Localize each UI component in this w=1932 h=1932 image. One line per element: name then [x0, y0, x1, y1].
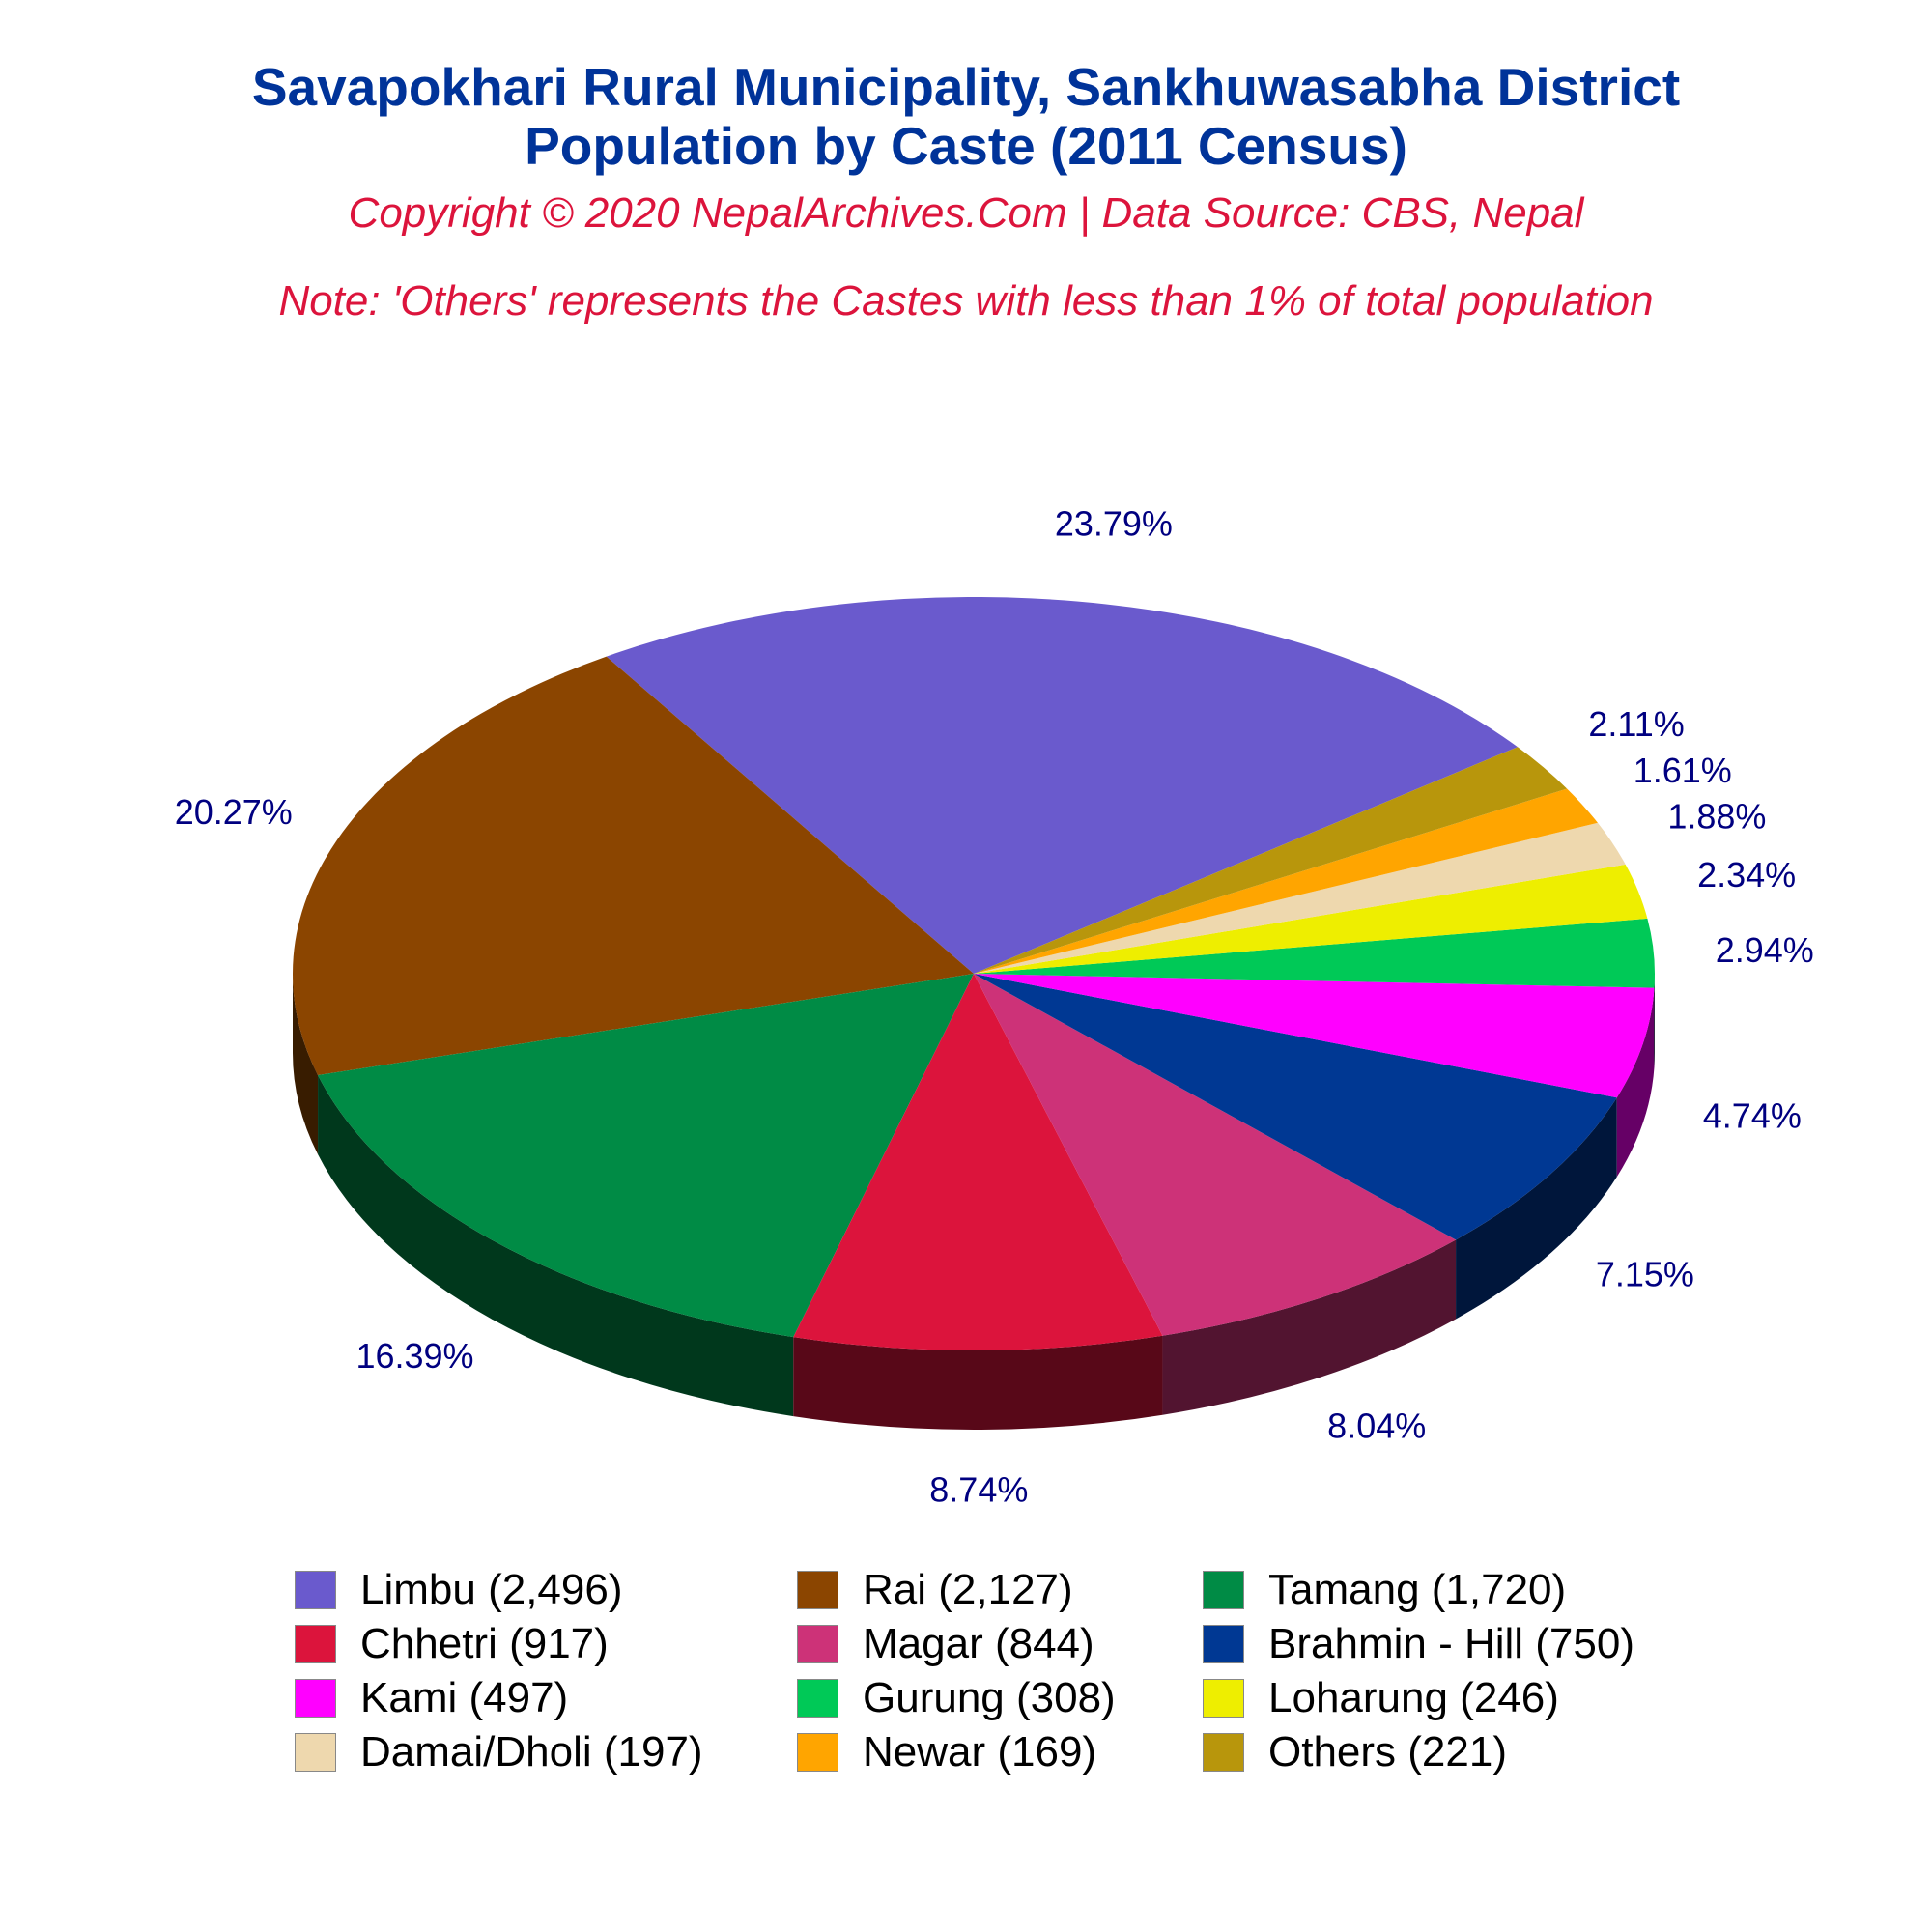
legend-item: Loharung (246): [1203, 1671, 1559, 1725]
pie-slice-tamang: [318, 974, 974, 1338]
legend-item: Others (221): [1203, 1725, 1507, 1779]
legend-swatch: [1203, 1571, 1244, 1609]
percent-label-kami: 4.74%: [1703, 1095, 1802, 1135]
legend-item: Kami (497): [295, 1671, 568, 1725]
percent-label-gurung: 2.94%: [1716, 930, 1814, 970]
legend-swatch: [797, 1625, 838, 1663]
chart-subtitle: Copyright © 2020 NepalArchives.Com | Dat…: [348, 189, 1584, 237]
percent-label-tamang: 16.39%: [355, 1336, 473, 1376]
pie-sides: [293, 974, 1655, 1430]
percent-label-damai-dholi: 1.88%: [1667, 797, 1766, 837]
percent-label-magar: 8.04%: [1327, 1406, 1426, 1445]
legend-label: Magar (844): [863, 1620, 1094, 1667]
legend-label: Damai/Dholi (197): [360, 1728, 703, 1776]
legend-swatch: [1203, 1679, 1244, 1718]
pie-labels: 23.79% 20.27% 16.39% 8.74% 8.04% 7.15% 4.74% 2.…: [175, 503, 1814, 1509]
legend-swatch: [797, 1733, 838, 1772]
legend-item: Brahmin - Hill (750): [1203, 1617, 1634, 1671]
legend-item: Magar (844): [797, 1617, 1094, 1671]
legend-item: Newar (169): [797, 1725, 1096, 1779]
pie-slice-limbu: [606, 597, 1519, 974]
pie-side-chhetri: [793, 1335, 1163, 1430]
chart-note: Note: 'Others' represents the Castes wit…: [278, 277, 1654, 325]
percent-label-brahmin-hill: 7.15%: [1596, 1255, 1694, 1294]
legend-label: Chhetri (917): [360, 1620, 609, 1667]
pie-slice-chhetri: [793, 974, 1163, 1350]
pie-slice-newar: [974, 788, 1598, 974]
chart-title-line1: Savapokhari Rural Municipality, Sankhuwa…: [251, 57, 1681, 117]
pie-slice-kami: [974, 974, 1655, 1098]
percent-label-others: 2.11%: [1588, 704, 1684, 744]
legend-swatch: [295, 1733, 336, 1772]
pie-slice-brahmin-hill: [974, 974, 1617, 1240]
legend-item: Damai/Dholi (197): [295, 1725, 703, 1779]
pie-side-kami: [1616, 987, 1655, 1178]
legend-item: Gurung (308): [797, 1671, 1116, 1725]
pie-side-magar: [1162, 1239, 1457, 1415]
legend-label: Newar (169): [863, 1728, 1097, 1776]
legend-label: Kami (497): [360, 1674, 569, 1721]
legend-label: Gurung (308): [863, 1674, 1116, 1721]
legend-item: Rai (2,127): [797, 1563, 1073, 1617]
legend-label: Loharung (246): [1268, 1674, 1559, 1721]
percent-label-chhetri: 8.74%: [929, 1469, 1028, 1509]
percent-label-rai: 20.27%: [175, 792, 293, 832]
legend-swatch: [797, 1679, 838, 1718]
legend-swatch: [295, 1571, 336, 1609]
legend-label: Limbu (2,496): [360, 1566, 623, 1613]
percent-label-loharung: 2.34%: [1697, 855, 1796, 895]
legend-item: Tamang (1,720): [1203, 1563, 1566, 1617]
legend-label: Others (221): [1268, 1728, 1507, 1776]
legend-label: Brahmin - Hill (750): [1268, 1620, 1634, 1667]
legend-item: Chhetri (917): [295, 1617, 609, 1671]
pie-slice-damai-dholi: [974, 822, 1626, 974]
legend-swatch: [1203, 1625, 1244, 1663]
pie-slice-rai: [292, 656, 974, 1076]
pie-slice-loharung: [974, 864, 1648, 974]
pie-slice-magar: [974, 974, 1457, 1336]
chart-title-line2: Population by Caste (2011 Census): [525, 116, 1407, 176]
legend-swatch: [797, 1571, 838, 1609]
pie-slice-gurung: [974, 918, 1655, 988]
legend-label: Tamang (1,720): [1268, 1566, 1567, 1613]
percent-label-newar: 1.61%: [1634, 751, 1732, 790]
percent-label-limbu: 23.79%: [1055, 503, 1173, 543]
legend-item: Limbu (2,496): [295, 1563, 622, 1617]
legend-swatch: [295, 1625, 336, 1663]
pie-side-tamang: [318, 1075, 794, 1417]
pie-top: [292, 597, 1655, 1350]
legend-swatch: [1203, 1733, 1244, 1772]
legend-swatch: [295, 1679, 336, 1718]
legend-label: Rai (2,127): [863, 1566, 1073, 1613]
pie-side-brahmin-hill: [1456, 1097, 1617, 1320]
title-block: Savapokhari Rural Municipality, Sankhuwa…: [0, 58, 1932, 326]
pie-slice-others: [974, 747, 1568, 974]
pie-side-rai: [293, 974, 319, 1155]
